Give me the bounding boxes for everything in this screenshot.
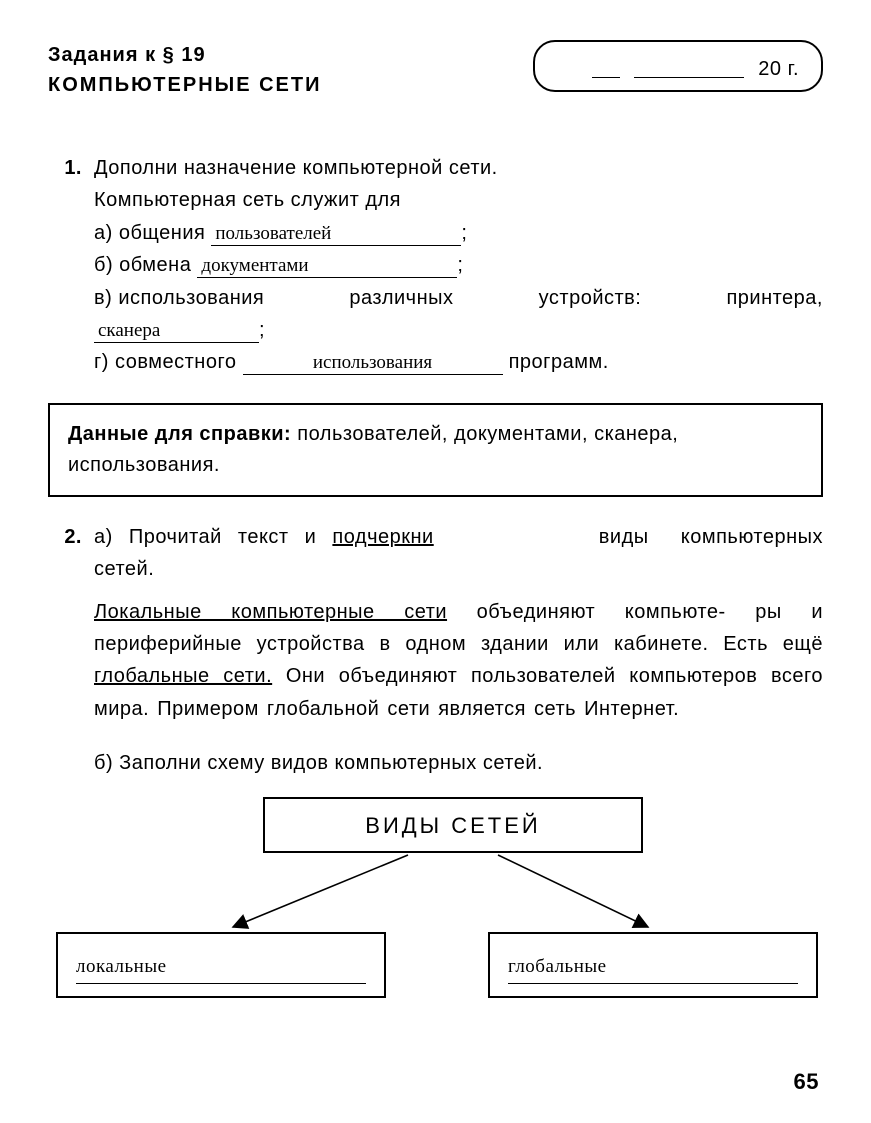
q1-c-w3: устройств:	[539, 282, 642, 314]
q1-c-w1: в) использования	[94, 282, 264, 314]
q1-b-label: б) обмена	[94, 254, 191, 276]
q1-d-label: г) совместного	[94, 351, 236, 373]
question-2: 2. а) Прочитай текст и подчеркни виды ко…	[48, 521, 823, 1018]
q1-b-fill[interactable]: документами	[197, 255, 457, 278]
q1-content: Дополни назначение компьютерной сети. Ко…	[94, 152, 823, 379]
q1-c-fill[interactable]: сканера	[94, 320, 259, 343]
q2-para-1: объединяют компьюте-	[447, 601, 726, 623]
q1-c-w2: различных	[349, 282, 453, 314]
date-blank-month[interactable]	[634, 60, 744, 78]
q2-b: б) Заполни схему видов компьютерных сете…	[94, 747, 823, 779]
q1-a-fill[interactable]: пользователей	[211, 223, 461, 246]
q1-d-after: программ.	[509, 351, 609, 373]
header-line1: Задания к § 19	[48, 40, 322, 70]
diagram-left-box[interactable]: локальные	[56, 932, 386, 998]
q2-b-text: б) Заполни схему видов компьютерных сете…	[94, 752, 543, 774]
date-field[interactable]: 20 г.	[533, 40, 823, 92]
q2-para-u1: Локальные компьютерные сети	[94, 601, 447, 623]
date-suffix: 20 г.	[758, 58, 799, 81]
q1-a-label: а) общения	[94, 222, 205, 244]
worksheet-page: Задания к § 19 КОМПЬЮТЕРНЫЕ СЕТИ 20 г. 1…	[0, 0, 871, 1123]
q1-d-fill[interactable]: использования	[243, 352, 503, 375]
diagram-right-fill[interactable]: глобальные	[508, 952, 798, 985]
header-line2: КОМПЬЮТЕРНЫЕ СЕТИ	[48, 70, 322, 100]
page-body: 1. Дополни назначение компьютерной сети.…	[48, 152, 823, 1017]
q1-b: б) обмена документами;	[94, 249, 823, 281]
reference-box: Данные для справки: пользователей, докум…	[48, 403, 823, 497]
network-types-diagram: ВИДЫ СЕТЕЙ локальные	[48, 797, 823, 1017]
q2-a-post: виды компьютерных	[599, 521, 823, 553]
page-number: 65	[794, 1069, 819, 1095]
q1-intro: Компьютерная сеть служит для	[94, 184, 823, 216]
q1-number: 1.	[48, 152, 94, 379]
q1-d: г) совместного использования программ.	[94, 346, 823, 378]
q2-a-line1: а) Прочитай текст и подчеркни виды компь…	[94, 521, 823, 553]
q1-prompt: Дополни назначение компьютерной сети.	[94, 152, 823, 184]
diagram-right-box[interactable]: глобальные	[488, 932, 818, 998]
q2-content: а) Прочитай текст и подчеркни виды компь…	[94, 521, 823, 1018]
date-blank-day[interactable]	[592, 60, 620, 78]
page-header: Задания к § 19 КОМПЬЮТЕРНЫЕ СЕТИ 20 г.	[48, 40, 823, 100]
refbox-label: Данные для справки:	[68, 423, 291, 445]
q1-a: а) общения пользователей;	[94, 217, 823, 249]
q2-a-underline: подчеркни	[332, 526, 433, 548]
q2-para-u2: глобальные сети.	[94, 665, 272, 687]
q2-paragraph: Локальные компьютерные сети объединяют к…	[94, 596, 823, 726]
q1-c: в) использования различных устройств: пр…	[94, 282, 823, 347]
header-title-block: Задания к § 19 КОМПЬЮТЕРНЫЕ СЕТИ	[48, 40, 322, 100]
diagram-left-fill[interactable]: локальные	[76, 952, 366, 985]
q2-a-line2: сетей.	[94, 553, 823, 585]
q1-c-w4: принтера,	[726, 282, 823, 314]
q2-a-pre: а) Прочитай текст и	[94, 526, 332, 548]
question-1: 1. Дополни назначение компьютерной сети.…	[48, 152, 823, 379]
